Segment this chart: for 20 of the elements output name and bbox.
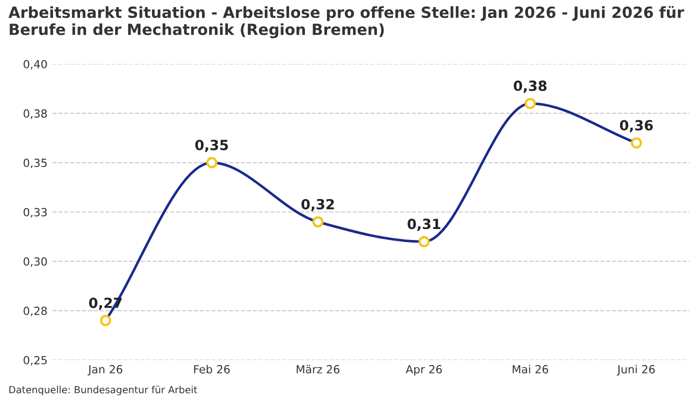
x-tick-label: Mai 26 xyxy=(512,364,548,374)
data-label: 0,38 xyxy=(514,80,547,93)
y-tick-label: 0,40 xyxy=(24,60,47,70)
y-tick-label: 0,28 xyxy=(24,306,47,316)
y-tick-label: 0,35 xyxy=(24,158,47,168)
x-tick-label: März 26 xyxy=(296,364,340,374)
y-tick-label: 0,38 xyxy=(24,109,47,119)
x-tick-label: Jan 26 xyxy=(88,365,122,376)
x-tick-label: Feb 26 xyxy=(194,364,230,374)
y-tick-label: 0,33 xyxy=(24,208,47,218)
y-tick-label: 0,30 xyxy=(24,257,47,267)
text: Datenquelle: Bundesagentur für Arbeit xyxy=(9,386,198,396)
data-label: 0,35 xyxy=(195,140,228,152)
x-tick-label: Apr 26 xyxy=(406,365,442,376)
data-label: 0,31 xyxy=(408,218,440,231)
data-label: 0,36 xyxy=(620,120,653,132)
y-tick-label: 0,25 xyxy=(24,356,47,366)
chart-title: Arbeitsmarkt Situation - Arbeitslose pro offene Stelle: Jan 2026 - Juni 2026 für Berufe in der Mechatronik (Region Bremen) xyxy=(8,6,684,38)
x-tick-label: Juni 26 xyxy=(616,364,655,376)
data-label: 0,32 xyxy=(301,198,334,212)
